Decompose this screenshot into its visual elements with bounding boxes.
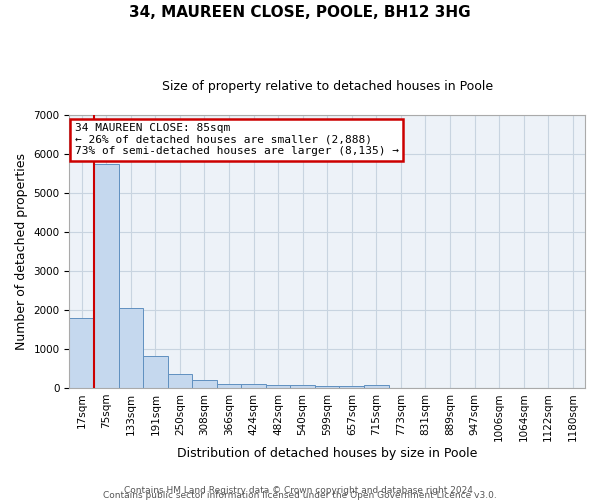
Bar [290, 386, 315, 388]
X-axis label: Distribution of detached houses by size in Poole: Distribution of detached houses by size … [177, 447, 478, 460]
Y-axis label: Number of detached properties: Number of detached properties [15, 153, 28, 350]
Text: 34, MAUREEN CLOSE, POOLE, BH12 3HG: 34, MAUREEN CLOSE, POOLE, BH12 3HG [129, 5, 471, 20]
Bar [217, 384, 241, 388]
Bar [192, 380, 217, 388]
Text: Contains public sector information licensed under the Open Government Licence v3: Contains public sector information licen… [103, 490, 497, 500]
Bar [340, 386, 364, 388]
Bar [241, 384, 266, 388]
Text: 34 MAUREEN CLOSE: 85sqm
← 26% of detached houses are smaller (2,888)
73% of semi: 34 MAUREEN CLOSE: 85sqm ← 26% of detache… [74, 123, 398, 156]
Bar [315, 386, 340, 388]
Bar [143, 356, 167, 388]
Bar [119, 308, 143, 388]
Bar [167, 374, 192, 388]
Bar [266, 384, 290, 388]
Bar [70, 318, 94, 388]
Bar [364, 385, 389, 388]
Text: Contains HM Land Registry data © Crown copyright and database right 2024.: Contains HM Land Registry data © Crown c… [124, 486, 476, 495]
Bar [94, 164, 119, 388]
Title: Size of property relative to detached houses in Poole: Size of property relative to detached ho… [161, 80, 493, 93]
